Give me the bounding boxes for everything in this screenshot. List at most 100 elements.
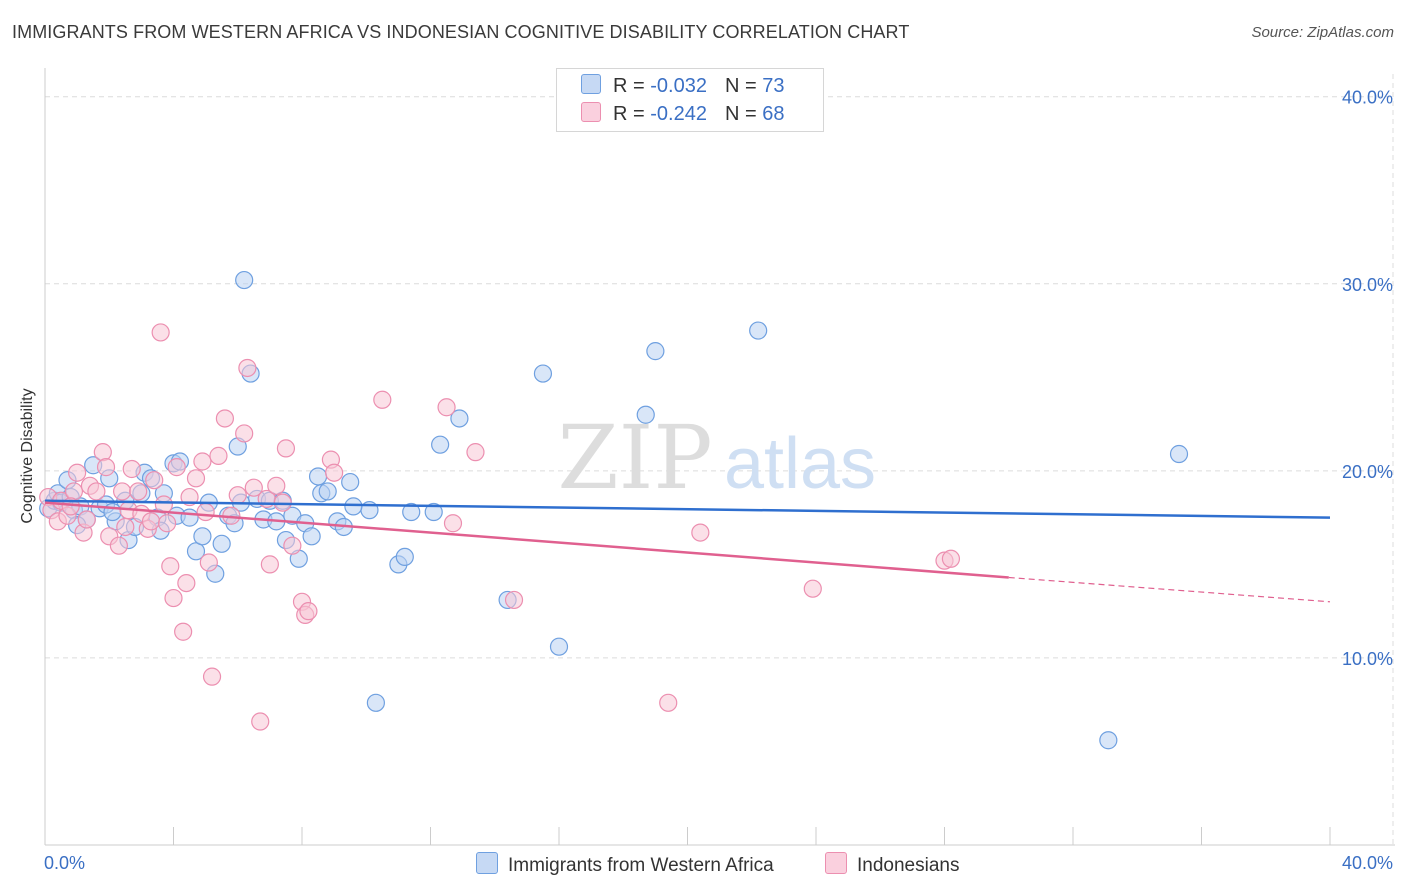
western-africa-point — [424, 502, 443, 522]
indonesians-point — [437, 398, 456, 417]
x-tick-label: 40.0% — [1342, 853, 1393, 873]
western-africa-point — [344, 497, 363, 516]
legend-r-label: R = — [613, 75, 645, 97]
western-africa-point — [1169, 444, 1189, 464]
western-africa-point — [341, 472, 360, 492]
indonesians-point — [87, 482, 106, 501]
legend-n-value: 73 — [762, 75, 785, 97]
watermark-atlas: atlas — [724, 424, 876, 504]
indonesians-point — [803, 579, 822, 598]
indonesians-point — [196, 502, 215, 522]
indonesians-point — [504, 590, 524, 610]
indonesians-point — [129, 482, 148, 501]
indonesians-point — [64, 482, 84, 501]
indonesians-point — [167, 458, 186, 477]
indonesians-point — [202, 667, 222, 686]
legend-n-value: 68 — [762, 103, 785, 125]
indonesians-point — [199, 553, 218, 572]
indonesians-point — [238, 358, 257, 378]
indonesians-point — [215, 409, 234, 428]
indonesians-point — [109, 536, 128, 555]
western-africa-point — [180, 508, 199, 527]
indonesians-point — [77, 510, 96, 529]
western-africa-point — [395, 547, 414, 567]
legend-row-western-africa: R = -0.032 N = 73 — [581, 74, 784, 98]
indonesians-point — [691, 523, 710, 542]
western-africa-point — [103, 502, 122, 522]
x-tick-label: 0.0% — [44, 853, 85, 873]
western-africa-trendline — [44, 499, 1331, 519]
western-africa-point — [450, 409, 469, 428]
legend-n-label: N = — [724, 75, 757, 97]
indonesians-point — [260, 555, 279, 574]
western-africa-point — [1099, 731, 1118, 750]
indonesians-point — [251, 712, 270, 731]
western-africa-point — [302, 527, 321, 546]
western-africa-point — [212, 534, 231, 553]
indonesians-point — [68, 463, 87, 482]
indonesians-point — [235, 424, 254, 443]
legend-swatch-blue — [581, 74, 601, 94]
western-africa-point — [193, 527, 212, 546]
indonesians-point — [299, 602, 318, 621]
western-africa-point — [366, 693, 385, 712]
indonesians-point — [276, 439, 296, 458]
indonesians-point — [267, 476, 286, 495]
bottom-legend-label: Indonesians — [857, 855, 960, 876]
indonesians-point — [466, 443, 485, 462]
indonesians-point — [145, 471, 164, 490]
bottom-legend-western-africa: Immigrants from Western Africa — [476, 852, 774, 877]
western-africa-point — [636, 405, 655, 424]
western-africa-point — [749, 321, 768, 340]
indonesians-point — [659, 693, 678, 712]
western-africa-point — [235, 270, 254, 290]
chart-title: IMMIGRANTS FROM WESTERN AFRICA VS INDONE… — [12, 22, 910, 42]
y-tick-label: 30.0% — [1342, 275, 1393, 295]
legend-r-value: -0.242 — [650, 103, 707, 125]
indonesians-point — [180, 487, 199, 507]
indonesians-point — [116, 517, 135, 537]
y-tick-label: 40.0% — [1342, 88, 1393, 108]
indonesians-point — [93, 443, 112, 462]
indonesians-point — [373, 390, 392, 409]
indonesians-point — [161, 557, 180, 576]
western-africa-point — [431, 435, 450, 454]
indonesians-point — [157, 514, 177, 533]
watermark-zip: ZIP — [557, 406, 712, 509]
indonesians-point — [209, 446, 228, 465]
western-africa-point — [646, 342, 665, 361]
indonesians-point — [228, 486, 247, 505]
indonesians-point — [941, 549, 961, 568]
indonesians-point — [96, 458, 116, 477]
legend-n-label: N = — [724, 103, 757, 125]
correlation-legend: R = -0.032 N = 73 R = -0.242 N = 68 — [556, 68, 824, 132]
indonesians-point — [164, 588, 183, 608]
y-tick-label: 10.0% — [1342, 649, 1393, 669]
bottom-legend-swatch-pink — [825, 852, 847, 874]
chart-source: Source: ZipAtlas.com — [1251, 24, 1394, 41]
indonesians-point — [244, 478, 263, 497]
western-africa-point — [308, 467, 328, 486]
indonesians-point — [325, 463, 344, 482]
western-africa-point — [186, 542, 206, 561]
indonesians-point — [151, 323, 170, 342]
bottom-legend-indonesians: Indonesians — [825, 852, 959, 877]
legend-row-indonesians: R = -0.242 N = 68 — [581, 102, 784, 126]
indonesians-point — [443, 514, 463, 533]
western-africa-point — [402, 502, 421, 522]
indonesians-point — [193, 452, 212, 471]
western-africa-point — [533, 364, 553, 383]
indonesians-point — [174, 622, 193, 641]
indonesians-point — [112, 482, 132, 501]
y-tick-label: 20.0% — [1342, 462, 1393, 482]
legend-swatch-pink — [581, 102, 601, 122]
indonesians-point — [186, 469, 206, 488]
indonesians-trendline-extension — [1008, 576, 1331, 603]
legend-r-label: R = — [613, 103, 645, 125]
bottom-legend-label: Immigrants from Western Africa — [508, 855, 774, 876]
indonesians-point — [122, 459, 141, 479]
y-axis-label: Cognitive Disability — [19, 388, 36, 524]
western-africa-point — [318, 482, 337, 501]
western-africa-point — [549, 637, 569, 656]
